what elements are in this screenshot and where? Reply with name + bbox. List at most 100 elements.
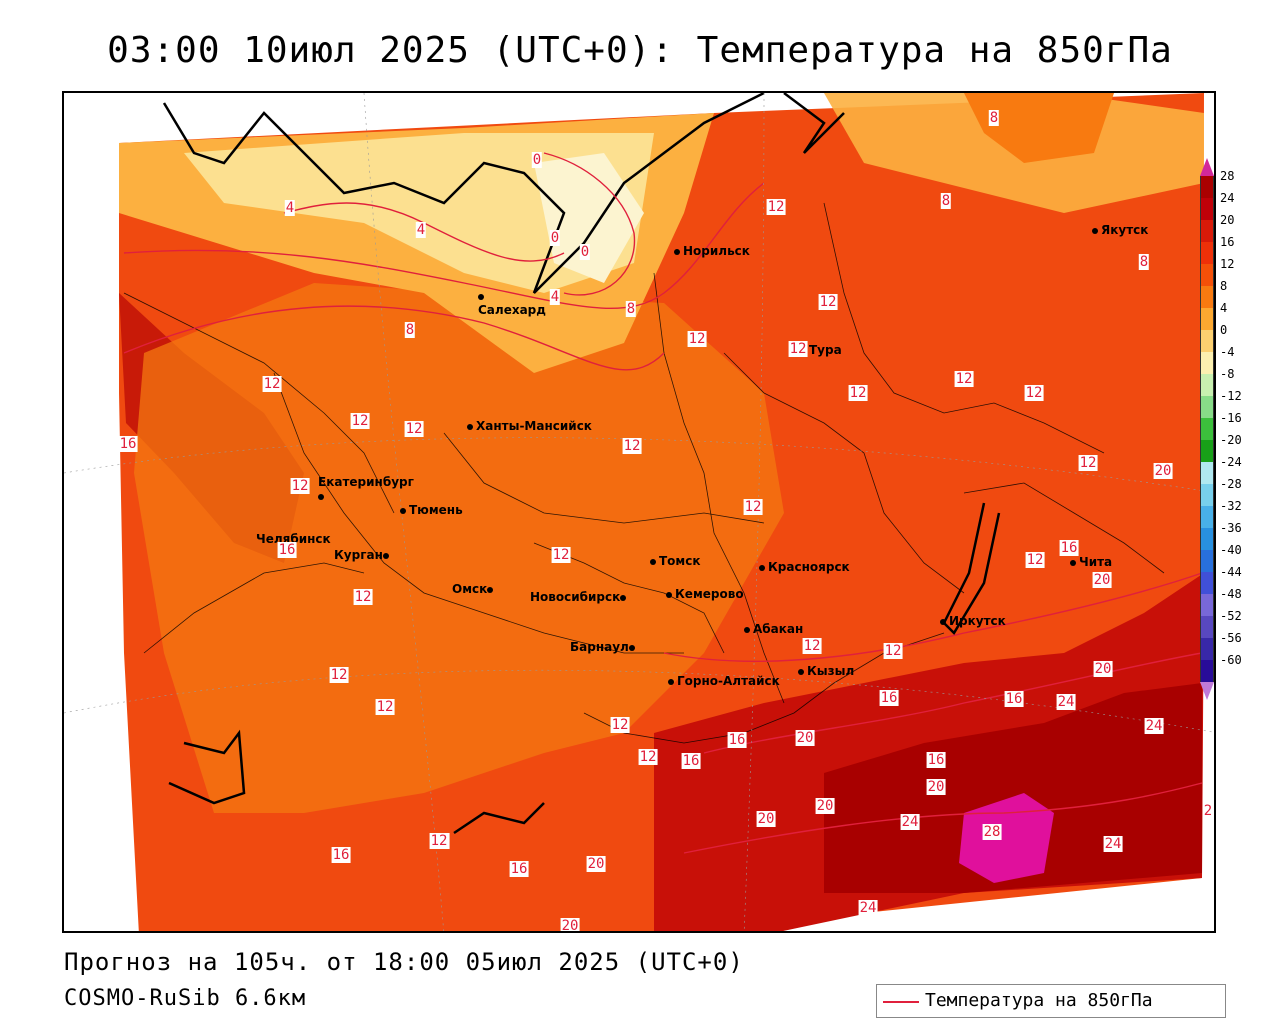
color-scale-max-arrow <box>1200 158 1214 176</box>
city-khanty-mansiysk: Ханты-Мансийск <box>467 419 592 433</box>
contour-label: 16 <box>118 436 138 452</box>
contour-label: 8 <box>988 110 1000 126</box>
city-norilsk: Норильск <box>674 244 750 258</box>
city-barnaul: Барнаул <box>570 640 638 654</box>
color-scale-cell <box>1200 440 1214 462</box>
city-tyumen: Тюмень <box>400 503 463 517</box>
color-scale-tick: -44 <box>1220 565 1242 579</box>
color-scale-tick: 0 <box>1220 323 1228 337</box>
color-scale-min-arrow <box>1200 682 1214 700</box>
forecast-info: Прогноз на 105ч. от 18:00 05июл 2025 (UT… <box>64 948 744 976</box>
contour-label: 20 <box>586 856 606 872</box>
contour-label: 12 <box>802 638 822 654</box>
contour-label: 12 <box>350 413 370 429</box>
color-scale-tick: 8 <box>1220 279 1228 293</box>
color-scale-cell <box>1200 594 1214 616</box>
city-kemerovo: Кемерово <box>666 587 744 601</box>
legend-line-swatch <box>883 1001 919 1003</box>
contour-label: 24 <box>858 900 878 916</box>
contour-label: 12 <box>551 547 571 563</box>
contour-label: 24 <box>1103 836 1123 852</box>
contour-label: 8 <box>625 301 637 317</box>
contour-label: 20 <box>926 779 946 795</box>
map-title: 03:00 10июл 2025 (UTC+0): Температура на… <box>107 30 1173 71</box>
contour-label: 12 <box>290 478 310 494</box>
contour-label: 12 <box>743 499 763 515</box>
color-scale-tick: -28 <box>1220 477 1242 491</box>
contour-label: 24 <box>900 814 920 830</box>
color-scale-cell <box>1200 506 1214 528</box>
color-scale-cell <box>1200 550 1214 572</box>
legend-box: Температура на 850гПа <box>876 984 1226 1018</box>
city-omsk: Омск <box>452 582 496 596</box>
city-novosibirsk: Новосибирск <box>530 590 629 604</box>
color-scale-tick: 28 <box>1220 169 1235 183</box>
city-ekaterinburg: Екатеринбург <box>318 475 414 503</box>
contour-label: 24 <box>1056 694 1076 710</box>
city-yakutsk: Якутск <box>1092 223 1148 237</box>
color-scale-cell <box>1200 638 1214 660</box>
contour-label: 0 <box>549 230 561 246</box>
map-area[interactable]: Норильск Якутск Салехард Тура Ханты-Манс… <box>62 91 1216 933</box>
contour-label: 20 <box>756 811 776 827</box>
color-scale-cell <box>1200 396 1214 418</box>
contour-label: 16 <box>509 861 529 877</box>
color-scale-tick: -40 <box>1220 543 1242 557</box>
color-scale-cell <box>1200 462 1214 484</box>
contour-label: 12 <box>687 331 707 347</box>
contour-label: 16 <box>879 690 899 706</box>
color-scale-tick: -8 <box>1220 367 1235 381</box>
contour-label: 12 <box>766 199 786 215</box>
contour-label: 12 <box>1024 385 1044 401</box>
contour-label: 8 <box>404 322 416 338</box>
contour-label: 20 <box>1093 661 1113 677</box>
contour-label: 0 <box>579 244 591 260</box>
contour-label: 12 <box>329 667 349 683</box>
contour-label: 20 <box>1092 572 1112 588</box>
city-abakan: Абакан <box>744 622 803 636</box>
contour-label: 4 <box>415 222 427 238</box>
color-scale-tick: -4 <box>1220 345 1235 359</box>
color-scale-cell <box>1200 616 1214 638</box>
contour-label: 16 <box>1004 691 1024 707</box>
color-scale-tick: 4 <box>1220 301 1228 315</box>
color-scale-tick: -24 <box>1220 455 1242 469</box>
contour-label: 4 <box>284 200 296 216</box>
color-scale-tick: 16 <box>1220 235 1235 249</box>
temperature-field <box>64 93 1214 931</box>
contour-label: 8 <box>1138 254 1150 270</box>
color-scale-tick: -60 <box>1220 653 1242 667</box>
color-scale-tick: -52 <box>1220 609 1242 623</box>
color-scale-cell <box>1200 198 1214 220</box>
color-scale-cell <box>1200 264 1214 286</box>
contour-label: 12 <box>404 421 424 437</box>
city-chita: Чита <box>1070 555 1112 569</box>
color-scale-cell <box>1200 308 1214 330</box>
contour-label: 12 <box>429 833 449 849</box>
color-scale-cell <box>1200 660 1214 682</box>
contour-label: 20 <box>1153 463 1173 479</box>
city-irkutsk: Иркутск <box>940 614 1006 628</box>
contour-label: 16 <box>277 542 297 558</box>
color-scale-cell <box>1200 484 1214 506</box>
color-scale-tick: 20 <box>1220 213 1235 227</box>
contour-label: 20 <box>815 798 835 814</box>
contour-label: 8 <box>940 193 952 209</box>
model-name: COSMO-RuSib 6.6км <box>64 986 307 1011</box>
contour-label: 12 <box>883 643 903 659</box>
contour-label: 12 <box>954 371 974 387</box>
contour-label: 16 <box>1059 540 1079 556</box>
contour-label: 20 <box>795 730 815 746</box>
contour-label: 28 <box>982 824 1002 840</box>
contour-label: 12 <box>818 294 838 310</box>
contour-label: 16 <box>331 847 351 863</box>
city-krasnoyarsk: Красноярск <box>759 560 850 574</box>
contour-label: 12 <box>1078 455 1098 471</box>
color-scale-cell <box>1200 330 1214 352</box>
color-scale-tick: -12 <box>1220 389 1242 403</box>
color-scale-cell <box>1200 572 1214 594</box>
contour-label: 4 <box>549 289 561 305</box>
city-kyzyl: Кызыл <box>798 664 854 678</box>
color-scale-tick: -20 <box>1220 433 1242 447</box>
contour-label: 12 <box>375 699 395 715</box>
